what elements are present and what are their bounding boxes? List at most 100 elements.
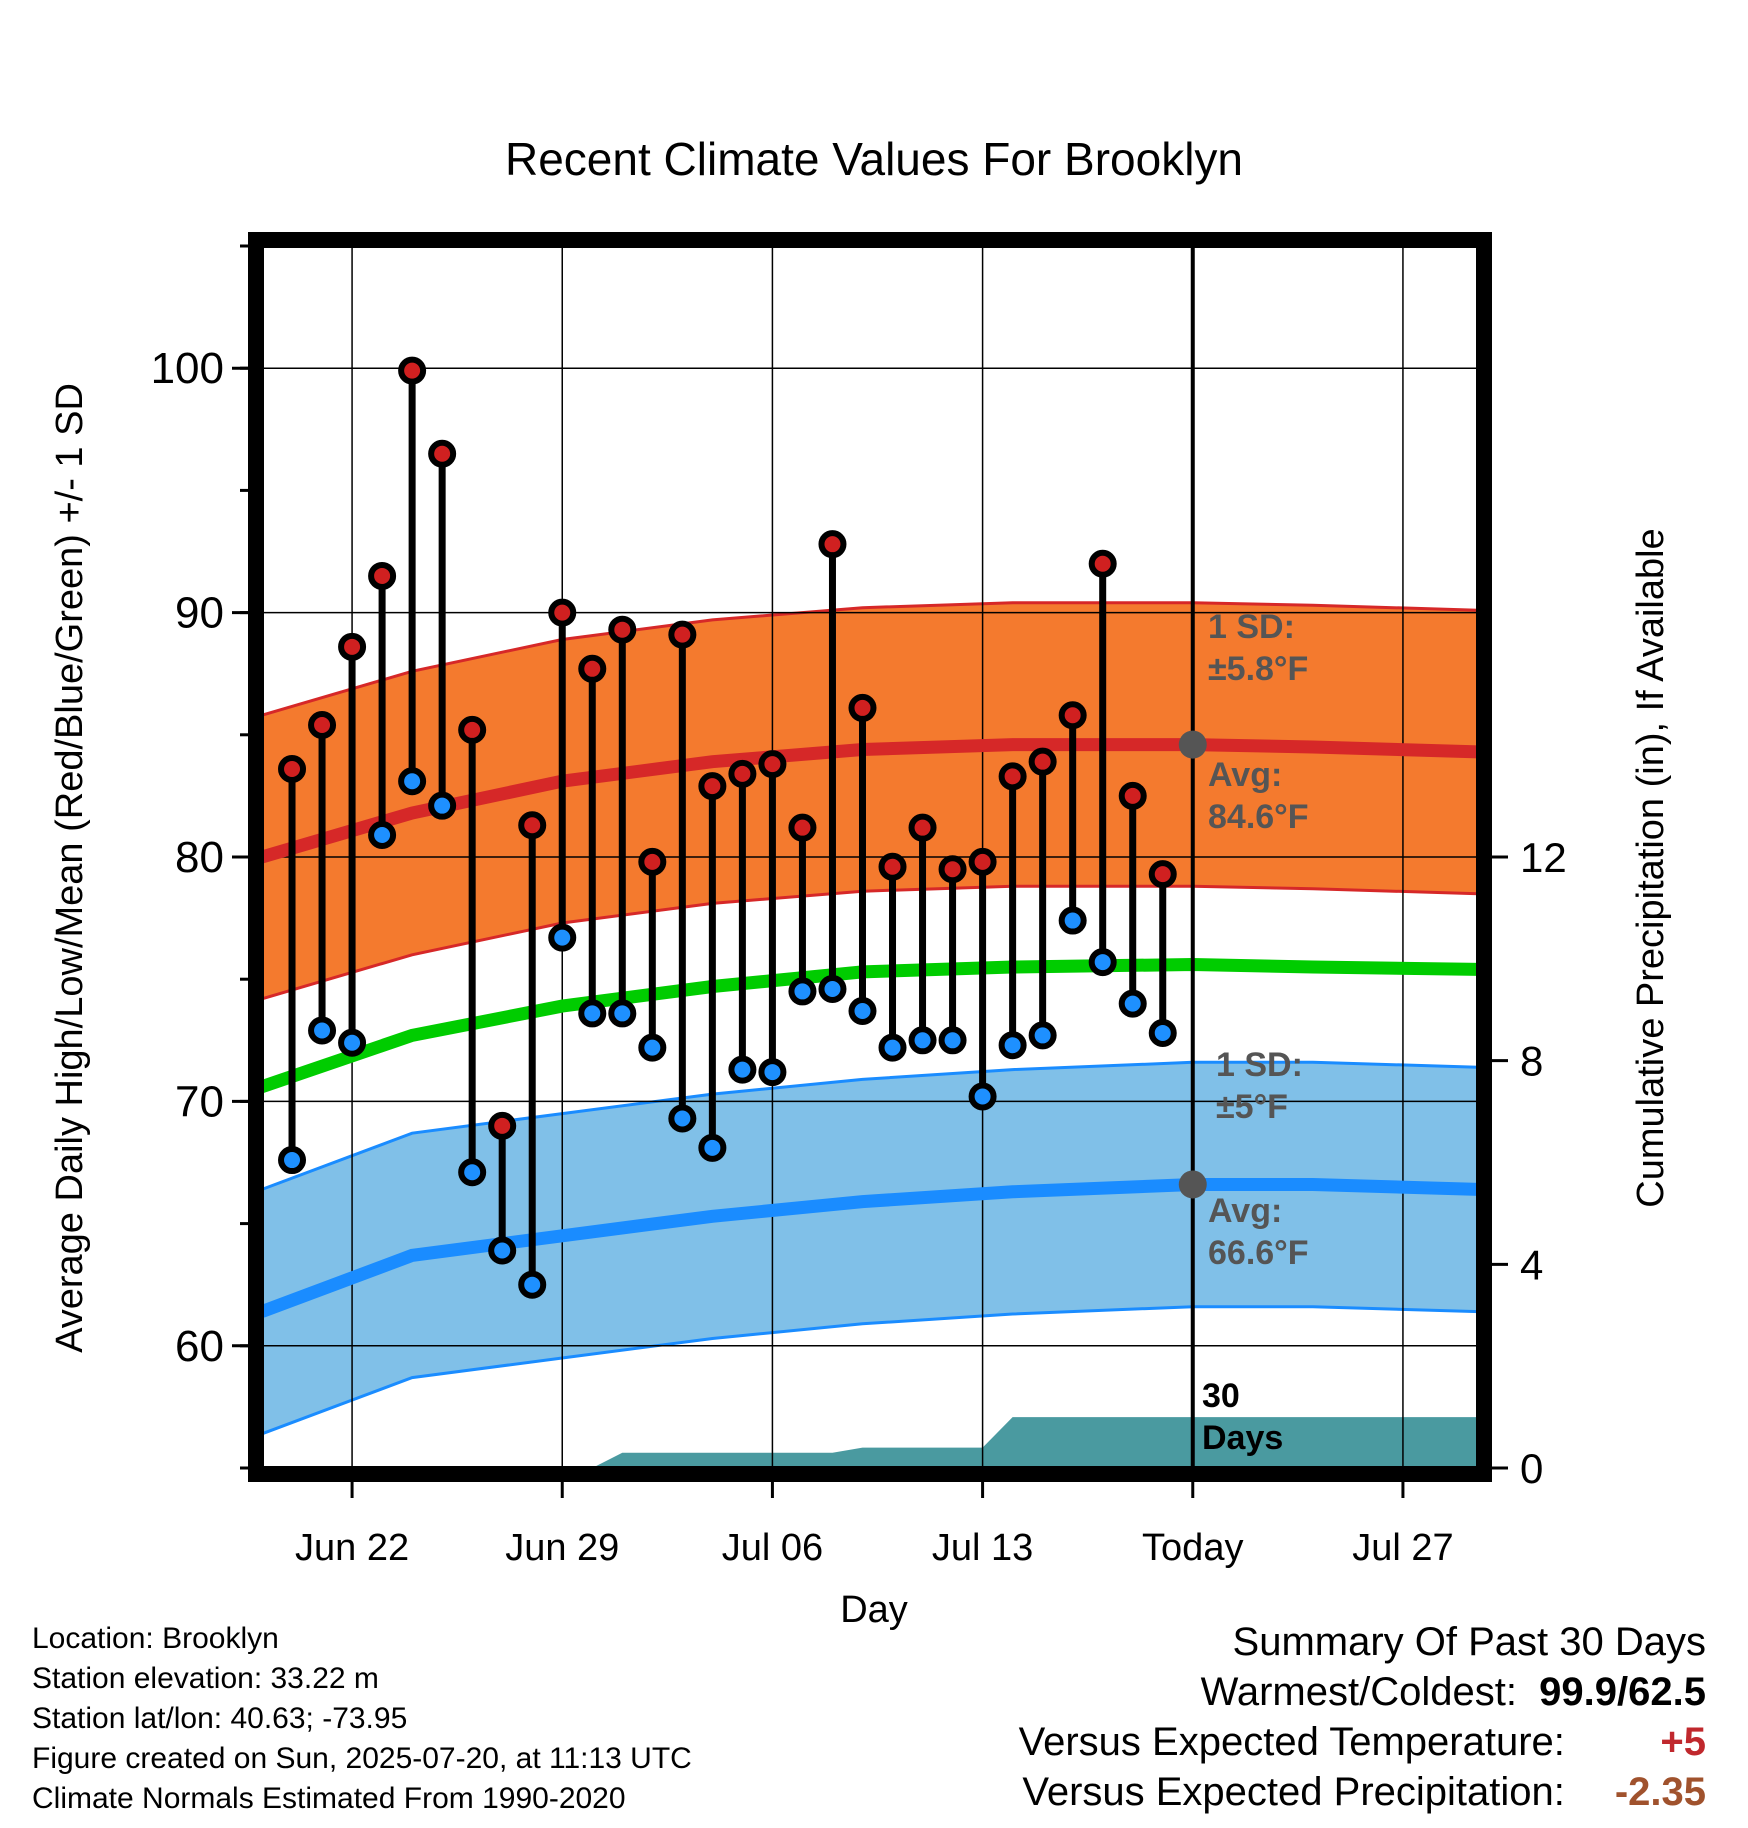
low-sd-band bbox=[262, 1062, 1478, 1434]
high-sd-band bbox=[262, 602, 1478, 999]
summary-temp-label: Versus Expected Temperature: bbox=[1018, 1720, 1565, 1764]
daily-low-point bbox=[1118, 989, 1147, 1018]
daily-high-point bbox=[878, 852, 907, 881]
daily-high-point bbox=[338, 632, 367, 661]
annotation-high-sd-line: ±5.8°F bbox=[1208, 650, 1308, 688]
daily-high-point bbox=[938, 855, 967, 884]
daily-low-point bbox=[518, 1270, 547, 1299]
daily-low-point bbox=[458, 1158, 487, 1187]
daily-low-point bbox=[428, 791, 457, 820]
daily-low-point bbox=[1058, 906, 1087, 935]
footer-elevation: Station elevation: 33.22 m bbox=[32, 1662, 379, 1695]
y-tick-label-right: 8 bbox=[1520, 1038, 1543, 1085]
daily-low-point bbox=[998, 1031, 1027, 1060]
annotation-low-avg-line: 66.6°F bbox=[1208, 1234, 1309, 1272]
plot-area: 1 SD: ±5.8°F Avg: 84.6°F 1 SD: ±5°F Avg: 66.6°F… bbox=[151, 232, 1567, 1569]
y-tick-label-left: 80 bbox=[175, 833, 224, 882]
daily-low-point bbox=[608, 999, 637, 1028]
daily-high-point bbox=[968, 847, 997, 876]
annotation-high-avg: Avg: 84.6°F bbox=[1208, 756, 1309, 836]
daily-high-point bbox=[788, 813, 817, 842]
annotation-precip-days-line: Days bbox=[1202, 1419, 1283, 1457]
daily-high-point bbox=[578, 654, 607, 683]
daily-high-point bbox=[1058, 701, 1087, 730]
daily-low-point bbox=[638, 1033, 667, 1062]
daily-high-point bbox=[428, 439, 457, 468]
x-tick-label: Today bbox=[1142, 1527, 1243, 1569]
daily-low-point bbox=[278, 1146, 307, 1175]
daily-high-point bbox=[398, 356, 427, 385]
high-sd-upper-line bbox=[261, 601, 1479, 717]
annotation-high-avg-line: 84.6°F bbox=[1208, 798, 1309, 836]
daily-low-point bbox=[578, 999, 607, 1028]
normal-low-line bbox=[259, 1178, 1479, 1318]
summary-precip: Versus Expected Precipitation: -2.35 bbox=[1022, 1770, 1706, 1815]
today-high-avg-marker bbox=[1178, 730, 1207, 759]
daily-low-point bbox=[848, 996, 877, 1025]
daily-high-point bbox=[818, 530, 847, 559]
footer-created: Figure created on Sun, 2025-07-20, at 11… bbox=[32, 1742, 692, 1775]
y-tick-label-left: 60 bbox=[175, 1322, 224, 1371]
y-tick-label-right: 0 bbox=[1520, 1445, 1543, 1492]
low-sd-lower-line bbox=[261, 1305, 1479, 1436]
daily-low-point bbox=[548, 923, 577, 952]
x-tick-label: Jul 13 bbox=[932, 1527, 1033, 1569]
chart-title: Recent Climate Values For Brooklyn bbox=[505, 133, 1243, 185]
summary-temp-value: +5 bbox=[1660, 1720, 1706, 1764]
daily-low-point bbox=[758, 1058, 787, 1087]
daily-high-point bbox=[488, 1111, 517, 1140]
daily-low-point bbox=[728, 1055, 757, 1084]
summary-warm-cold-label: Warmest/Coldest: bbox=[1200, 1670, 1517, 1714]
y-tick-label-right: 4 bbox=[1520, 1241, 1543, 1288]
daily-high-point bbox=[278, 755, 307, 784]
daily-high-point bbox=[1028, 747, 1057, 776]
daily-low-point bbox=[488, 1236, 517, 1265]
annotation-low-sd: 1 SD: ±5°F bbox=[1216, 1046, 1303, 1126]
daily-low-point bbox=[788, 977, 817, 1006]
daily-high-point bbox=[458, 715, 487, 744]
low-sd-upper-line bbox=[261, 1060, 1479, 1191]
daily-low-point bbox=[368, 821, 397, 850]
annotation-low-avg: Avg: 66.6°F bbox=[1208, 1192, 1309, 1272]
summary-precip-label: Versus Expected Precipitation: bbox=[1022, 1770, 1565, 1814]
daily-low-point bbox=[308, 1016, 337, 1045]
annotation-low-sd-line: ±5°F bbox=[1216, 1088, 1288, 1126]
footer-location: Location: Brooklyn bbox=[32, 1622, 279, 1655]
y-axis-label-left: Average Daily High/Low/Mean (Red/Blue/Gr… bbox=[49, 383, 91, 1353]
daily-high-point bbox=[698, 772, 727, 801]
daily-high-point bbox=[998, 762, 1027, 791]
annotation-low-avg-line: Avg: bbox=[1208, 1192, 1282, 1230]
daily-high-point bbox=[608, 615, 637, 644]
daily-high-point bbox=[518, 811, 547, 840]
daily-high-point bbox=[1148, 860, 1177, 889]
daily-low-point bbox=[398, 767, 427, 796]
daily-high-point bbox=[758, 750, 787, 779]
daily-low-point bbox=[878, 1033, 907, 1062]
daily-high-point bbox=[908, 813, 937, 842]
today-low-avg-marker bbox=[1178, 1170, 1207, 1199]
y-tick-label-right: 12 bbox=[1520, 834, 1567, 881]
cumulative-precip-area bbox=[592, 1417, 1478, 1468]
annotation-high-sd-line: 1 SD: bbox=[1208, 608, 1295, 646]
daily-high-point bbox=[1088, 549, 1117, 578]
daily-low-point bbox=[338, 1028, 367, 1057]
daily-high-point bbox=[848, 693, 877, 722]
y-tick-label-left: 90 bbox=[175, 589, 224, 638]
footer-normals: Climate Normals Estimated From 1990-2020 bbox=[32, 1782, 626, 1815]
annotation-low-sd-line: 1 SD: bbox=[1216, 1046, 1303, 1084]
daily-high-point bbox=[548, 598, 577, 627]
summary-title: Summary Of Past 30 Days bbox=[1232, 1620, 1706, 1664]
daily-high-point bbox=[728, 759, 757, 788]
annotation-high-sd: 1 SD: ±5.8°F bbox=[1208, 608, 1308, 688]
daily-low-point bbox=[938, 1026, 967, 1055]
x-tick-label: Jun 29 bbox=[505, 1527, 619, 1569]
daily-low-point bbox=[1148, 1018, 1177, 1047]
annotation-precip-days-line: 30 bbox=[1202, 1377, 1240, 1415]
daily-high-point bbox=[368, 561, 397, 590]
annotation-high-avg-line: Avg: bbox=[1208, 756, 1282, 794]
daily-high-point bbox=[638, 847, 667, 876]
annotation-precip-days: 30 Days bbox=[1202, 1377, 1283, 1457]
daily-low-point bbox=[1028, 1021, 1057, 1050]
y-tick-label-left: 100 bbox=[151, 344, 224, 393]
summary-warm-cold-value: 99.9/62.5 bbox=[1539, 1670, 1706, 1714]
